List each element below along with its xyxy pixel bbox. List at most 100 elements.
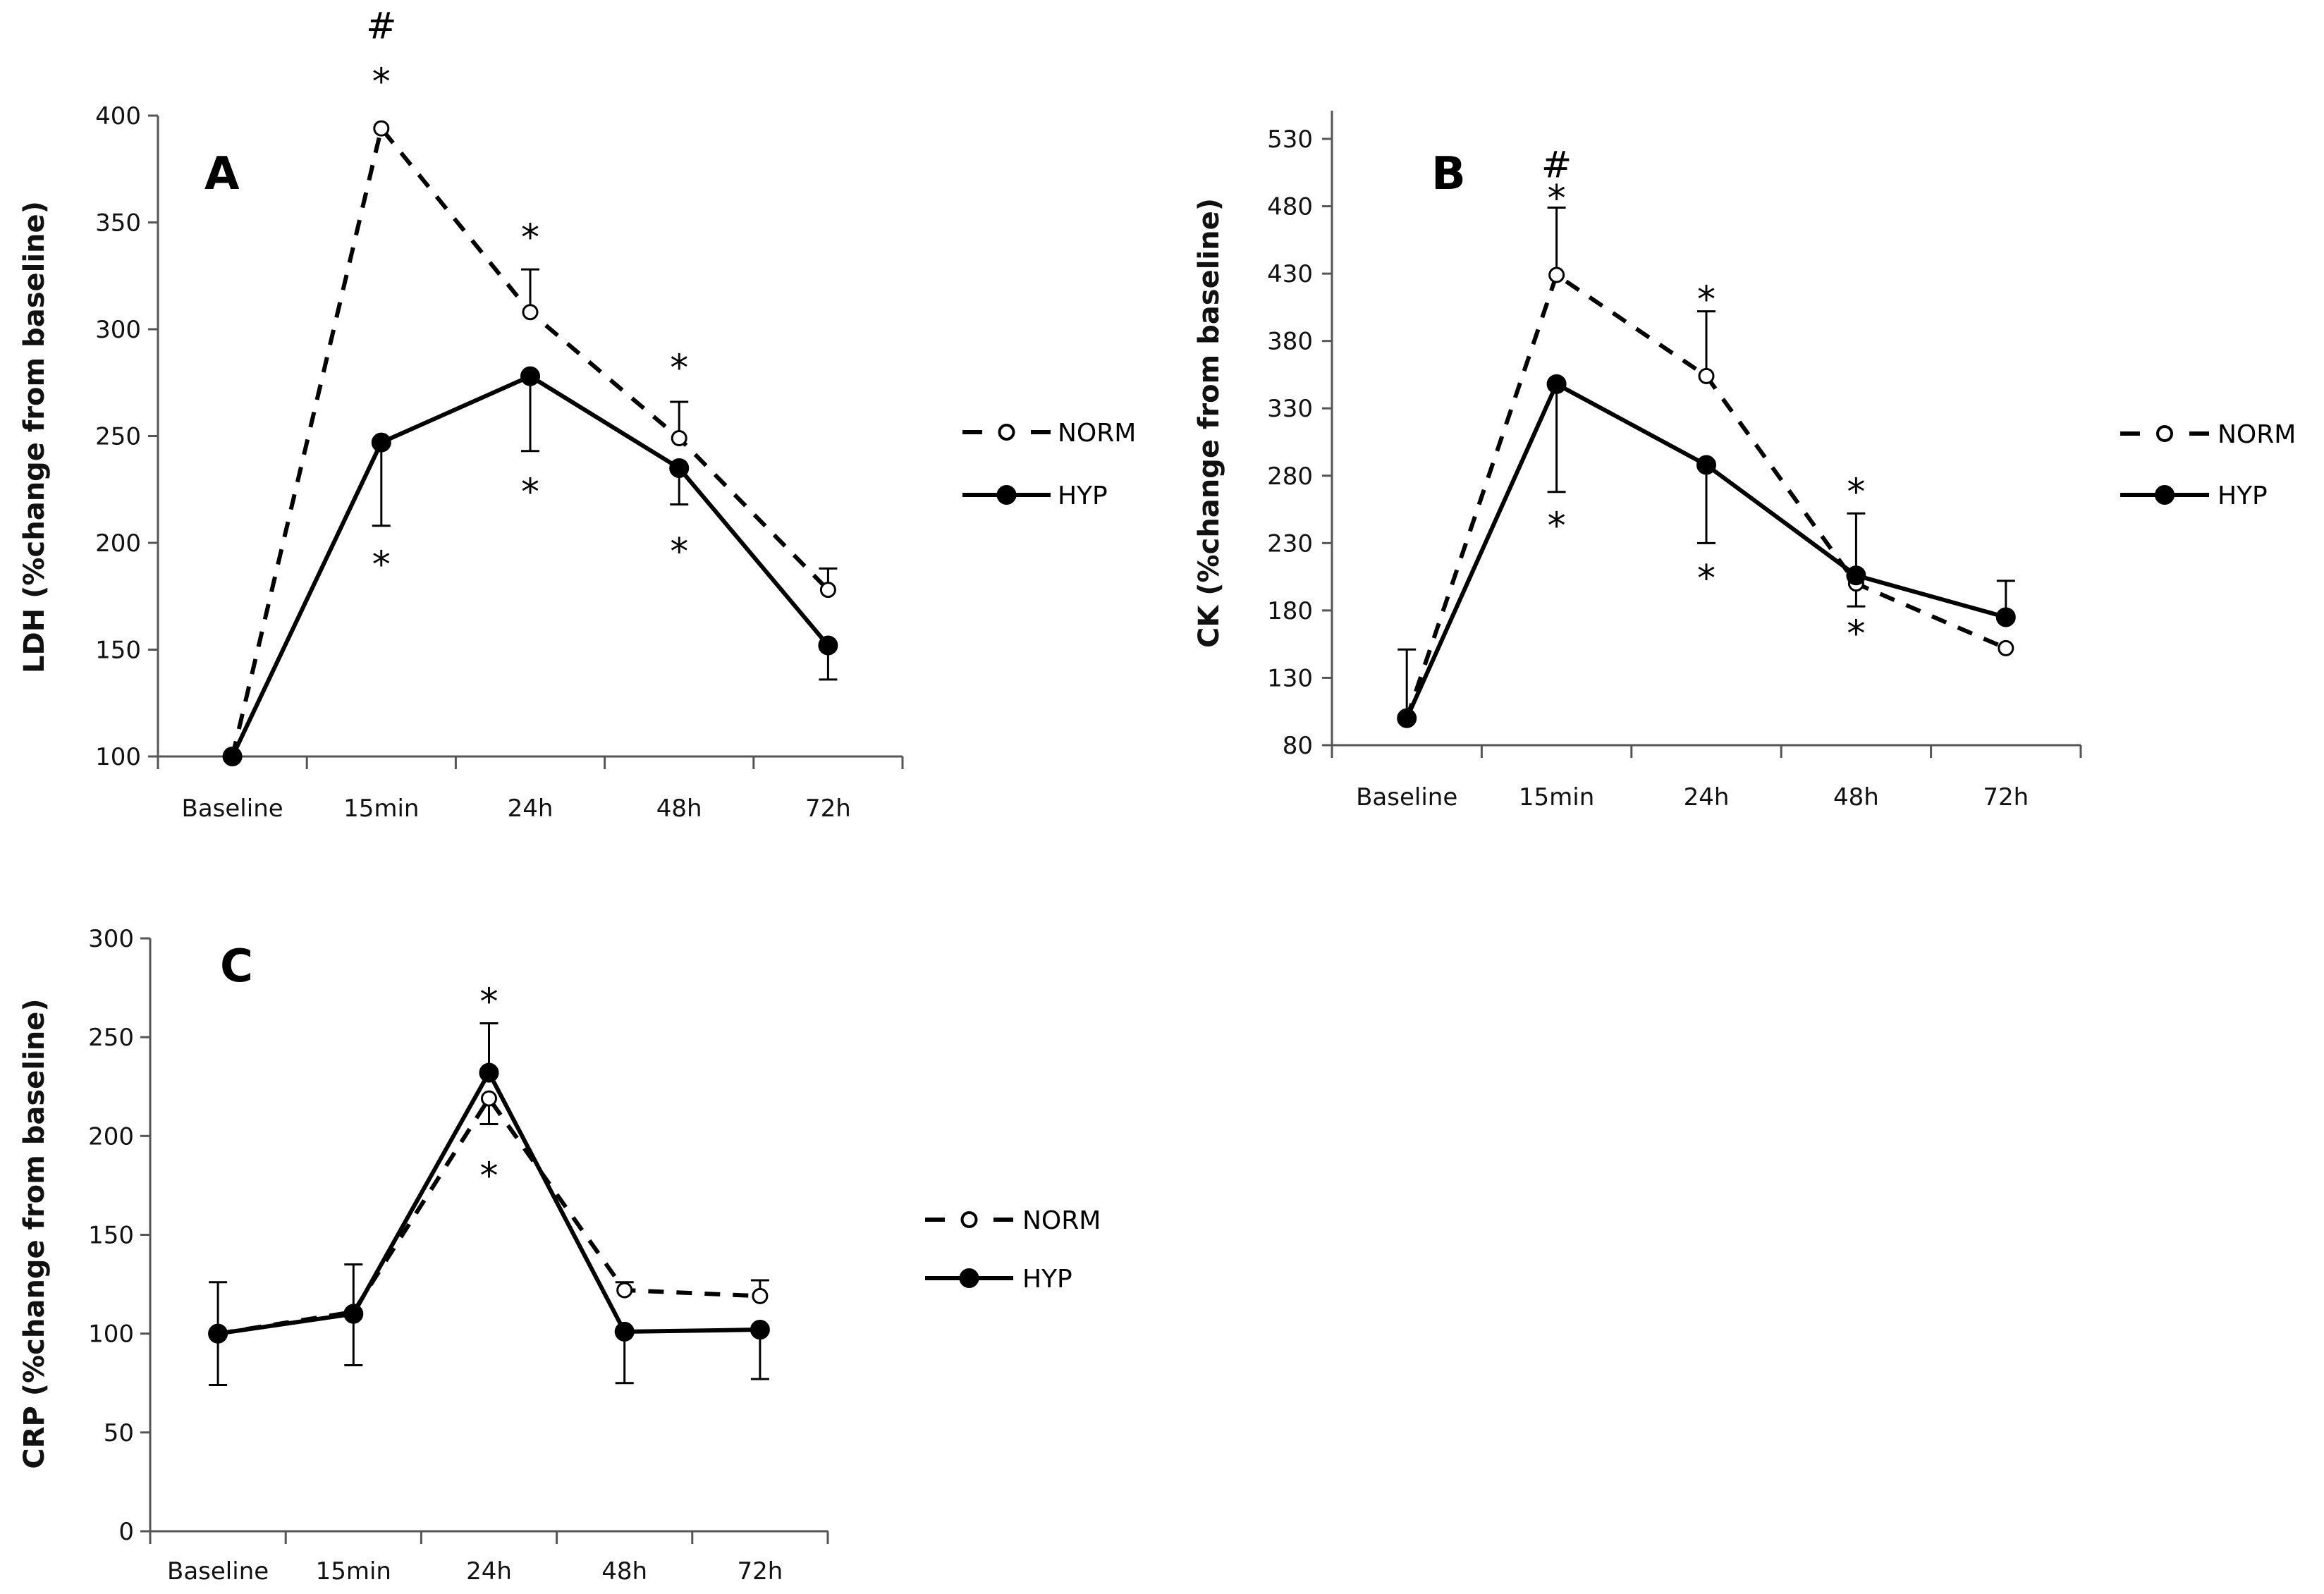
y-tick-label: 530 (1267, 125, 1313, 154)
x-tick-label: Baseline (167, 1557, 269, 1586)
significance-asterisk: * (1697, 278, 1716, 321)
significance-asterisk: * (480, 981, 499, 1024)
panel-letter: C (220, 940, 253, 993)
data-point-hyp (343, 1304, 364, 1324)
series-line-norm (217, 1094, 761, 1336)
legend-marker-norm (998, 424, 1015, 441)
x-tick-label: 24h (1684, 783, 1730, 811)
data-point-hyp (1546, 374, 1567, 394)
legend-marker-norm (2156, 425, 2173, 442)
data-point-norm (1698, 367, 1715, 384)
legend-label-norm: NORM (1022, 1206, 1101, 1235)
significance-asterisk: * (670, 348, 688, 390)
data-point-norm (481, 1090, 497, 1107)
x-tick-label: 48h (1833, 783, 1879, 811)
data-point-hyp (669, 458, 690, 478)
legend-label-hyp: HYP (2218, 482, 2268, 510)
y-tick-label: 250 (88, 1024, 134, 1052)
x-tick-label: Baseline (1356, 783, 1457, 811)
y-tick-label: 300 (95, 316, 141, 344)
chart-panel-b: 80 130 180 230 280 330 380 430 480 530 Baseline 15m… (1193, 111, 2296, 811)
y-tick-label: 100 (88, 1320, 134, 1349)
data-point-hyp (371, 432, 391, 453)
y-tick-label: 150 (88, 1222, 134, 1250)
y-tick-label: 250 (95, 423, 141, 451)
x-tick-label: 24h (466, 1557, 512, 1586)
x-tick-label: 15min (316, 1557, 391, 1586)
series-line-norm (1405, 271, 2007, 719)
significance-asterisk: * (670, 531, 688, 573)
x-tick-label: 72h (805, 795, 851, 823)
legend-marker-hyp (996, 485, 1017, 505)
data-point-norm (671, 430, 687, 447)
data-point-norm (373, 120, 390, 137)
legend-label-norm: NORM (1058, 419, 1136, 448)
x-tick-label: Baseline (182, 795, 283, 823)
data-point-hyp (750, 1320, 770, 1340)
data-point-norm (1548, 266, 1565, 283)
data-point-norm (819, 582, 836, 599)
data-point-norm (752, 1287, 769, 1304)
significance-asterisk: * (372, 61, 391, 104)
legend-label-hyp: HYP (1058, 482, 1108, 510)
data-point-hyp (1397, 708, 1417, 728)
data-point-norm (616, 1282, 633, 1299)
legend: NORM HYP (2120, 420, 2296, 510)
y-tick-label: 300 (88, 925, 134, 953)
x-tick-label: 15min (343, 795, 419, 823)
panel-letter: A (204, 148, 240, 200)
y-tick-label: 280 (1267, 462, 1313, 491)
y-tick-label: 180 (1267, 597, 1313, 625)
x-tick-label: 15min (1519, 783, 1594, 811)
chart-panel-a: 100 150 200 250 300 350 400 Baseline 15min 24h 48h… (18, 6, 1136, 823)
data-point-norm (522, 304, 539, 321)
data-point-hyp (614, 1321, 635, 1342)
x-tick-label: 72h (737, 1557, 783, 1586)
data-point-hyp (520, 366, 540, 386)
legend-label-norm: NORM (2218, 420, 2296, 449)
y-axis-title: CK (%change from baseline) (1193, 198, 1225, 648)
y-tick-label: 200 (88, 1122, 134, 1151)
data-point-hyp (1696, 455, 1716, 475)
series-line-hyp (1405, 381, 2007, 720)
significance-asterisk: * (1697, 558, 1716, 600)
x-tick-label: 48h (601, 1557, 647, 1586)
data-point-hyp (818, 635, 838, 656)
x-tick-label: 48h (656, 795, 702, 823)
x-tick-label: 72h (1983, 783, 2029, 811)
chart-panel-c: 0 50 100 150 200 250 300 Baseline 15min 24h 48h 72h… (18, 925, 1101, 1586)
y-tick-label: 400 (95, 102, 141, 130)
y-axis-title: CRP (%change from baseline) (18, 998, 51, 1469)
y-tick-label: 150 (95, 637, 141, 665)
data-point-hyp (1995, 607, 2016, 627)
legend-marker-hyp (959, 1268, 979, 1288)
legend-marker-hyp (2155, 485, 2175, 505)
legend-label-hyp: HYP (1022, 1265, 1072, 1294)
y-tick-label: 200 (95, 529, 141, 558)
data-point-hyp (1846, 565, 1866, 586)
significance-asterisk: * (1548, 178, 1566, 220)
significance-asterisk: * (1548, 505, 1566, 547)
data-point-hyp (222, 747, 243, 766)
y-tick-label: 330 (1267, 395, 1313, 423)
y-tick-label: 50 (104, 1419, 134, 1447)
panel-letter: B (1431, 148, 1466, 200)
legend: NORM HYP (925, 1206, 1101, 1294)
y-tick-label: 100 (95, 743, 141, 771)
data-point-norm (1998, 639, 2014, 656)
legend: NORM HYP (962, 419, 1136, 510)
data-point-hyp (208, 1323, 228, 1344)
significance-hash: # (366, 6, 397, 48)
significance-asterisk: * (1847, 472, 1865, 514)
y-tick-label: 380 (1267, 328, 1313, 356)
significance-asterisk: * (480, 1155, 499, 1197)
y-tick-label: 350 (95, 209, 141, 238)
legend-marker-norm (960, 1211, 978, 1228)
y-axis-title: LDH (%change from baseline) (18, 201, 51, 673)
significance-asterisk: * (521, 217, 539, 259)
x-tick-label: 24h (508, 795, 554, 823)
significance-asterisk: * (521, 471, 539, 513)
significance-asterisk: * (372, 544, 391, 586)
significance-hash: # (1541, 144, 1572, 186)
